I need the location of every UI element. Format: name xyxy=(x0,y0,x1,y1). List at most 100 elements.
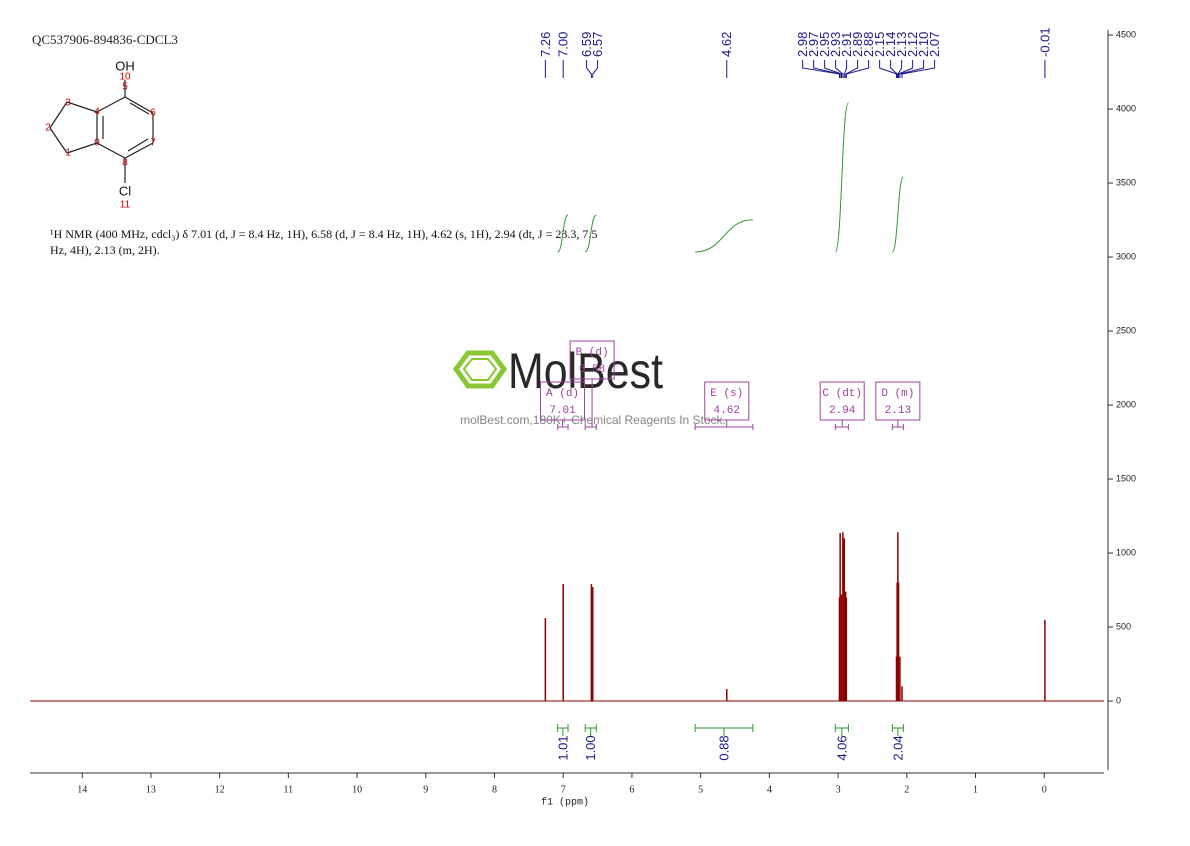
x-tick-label: 13 xyxy=(146,784,156,795)
peak-label-connector xyxy=(592,60,599,78)
integration-bracket xyxy=(891,724,904,736)
peak-label: 2.98 xyxy=(795,32,810,57)
peak-label: 7.26 xyxy=(538,32,553,57)
integration-bracket xyxy=(557,724,569,736)
peak-label: 2.97 xyxy=(806,32,821,57)
x-tick-label: 11 xyxy=(284,784,294,795)
x-tick-label: 12 xyxy=(215,784,225,795)
y-tick-label: 1500 xyxy=(1116,473,1136,483)
peak-label-connector xyxy=(898,60,914,78)
multiplet-label: B (d) xyxy=(576,347,609,359)
peak-label: 2.07 xyxy=(927,32,942,57)
integral-curve xyxy=(584,214,597,253)
multiplet-label: E (s) xyxy=(710,388,743,400)
peak-label: 6.57 xyxy=(590,32,605,57)
y-tick-label: 0 xyxy=(1116,695,1121,705)
atom-label: 8 xyxy=(122,158,128,169)
y-tick-label: 1000 xyxy=(1116,547,1136,557)
multiplet-label: D (m) xyxy=(881,388,914,400)
peak-label: 2.88 xyxy=(861,32,876,57)
peak-label-connector xyxy=(845,60,870,78)
peak-label-connector xyxy=(901,60,936,78)
atom-label: 10 xyxy=(119,72,131,83)
x-tick-label: 4 xyxy=(767,784,772,795)
x-tick-label: 8 xyxy=(492,784,497,795)
integral-curve xyxy=(557,214,569,253)
integration-bracket xyxy=(834,724,849,736)
peak-label: 2.12 xyxy=(905,32,920,57)
multiplet-range xyxy=(584,424,597,430)
peak-label: 2.15 xyxy=(872,32,887,57)
x-tick-label: 9 xyxy=(423,784,428,795)
multiplet-shift: 2.13 xyxy=(885,405,911,417)
y-tick-label: 500 xyxy=(1116,621,1131,631)
integral-curve xyxy=(695,219,753,253)
peak-label-connector xyxy=(835,60,844,78)
multiplet-shift: 2.94 xyxy=(829,405,856,417)
x-tick-label: 1 xyxy=(973,784,978,795)
peak-label: 2.14 xyxy=(883,32,898,57)
peak-label: 2.10 xyxy=(916,32,931,57)
integration-bracket xyxy=(694,724,754,736)
x-tick-label: 3 xyxy=(836,784,841,795)
multiplet-label: A (d) xyxy=(546,388,579,400)
atom-label: Cl xyxy=(119,183,131,198)
x-tick-label: 6 xyxy=(629,784,634,795)
y-tick-label: 2500 xyxy=(1116,325,1136,335)
watermark-logo: MolBest xyxy=(508,343,663,399)
x-tick-label: 2 xyxy=(904,784,909,795)
atom-label: OH xyxy=(115,58,135,73)
description-box: ¹H NMR (400 MHz, cdcl₃) δ 7.01 (d, J = 8… xyxy=(50,227,598,257)
multiplet-shift: 4.62 xyxy=(714,405,740,417)
watermark-text: molBest.com,180K+ Chemical Reagents In S… xyxy=(460,413,726,427)
peak-label-connector xyxy=(586,60,592,78)
peak-label: 7.00 xyxy=(556,32,571,57)
multiplet-range xyxy=(694,424,754,430)
integration-value: 2.04 xyxy=(890,735,905,760)
atom-label: 4 xyxy=(94,107,100,118)
peak-label-connector xyxy=(897,60,903,78)
watermark-hexagon xyxy=(452,350,508,389)
multiplet-range xyxy=(834,424,849,430)
integral-curve xyxy=(891,176,904,253)
peak-label: 2.13 xyxy=(894,32,909,57)
peak-label: -0.01 xyxy=(1037,27,1052,57)
integration-value: 1.01 xyxy=(555,735,570,760)
peak-label: 2.95 xyxy=(817,32,832,57)
integration-value: 1.00 xyxy=(583,735,598,760)
peak-label-connector xyxy=(845,60,859,78)
integral-curve xyxy=(834,102,849,253)
peak-label: 4.62 xyxy=(719,32,734,57)
peak-label-connector xyxy=(890,60,898,78)
multiplet-range xyxy=(557,424,569,430)
atom-label: 2 xyxy=(45,123,51,134)
x-tick-label: 7 xyxy=(561,784,566,795)
atom-label: 7 xyxy=(150,138,156,149)
peak-label-connector xyxy=(802,60,840,78)
atom-label: 9 xyxy=(94,138,100,149)
x-axis-label: f1 (ppm) xyxy=(541,797,589,809)
peak-label: 2.93 xyxy=(828,32,843,57)
atom-label: 11 xyxy=(120,200,131,211)
multiplet-range xyxy=(891,424,904,430)
atom-label: 5 xyxy=(122,82,128,93)
y-tick-label: 2000 xyxy=(1116,399,1136,409)
y-tick-label: 3500 xyxy=(1116,177,1136,187)
integration-value: 4.06 xyxy=(834,735,849,760)
peak-label-connector xyxy=(843,60,848,78)
peak-label-connector xyxy=(813,60,841,78)
atom-label: 6 xyxy=(150,108,156,119)
multiplet-label: C (dt) xyxy=(822,388,862,400)
y-tick-label: 3000 xyxy=(1116,251,1136,261)
peak-label-connector xyxy=(879,60,897,78)
molecule-bonds xyxy=(49,80,154,183)
atom-label: 1 xyxy=(65,148,71,159)
x-tick-label: 5 xyxy=(698,784,703,795)
peak-label-connector xyxy=(824,60,843,78)
peak-label: 2.91 xyxy=(839,32,854,57)
x-tick-label: 14 xyxy=(77,784,87,795)
watermark-hexagon-inner xyxy=(462,358,498,381)
integration-bracket xyxy=(584,724,597,736)
nmr-description: ¹H NMR (400 MHz, cdcl₃) δ 7.01 (d, J = 8… xyxy=(50,227,598,257)
